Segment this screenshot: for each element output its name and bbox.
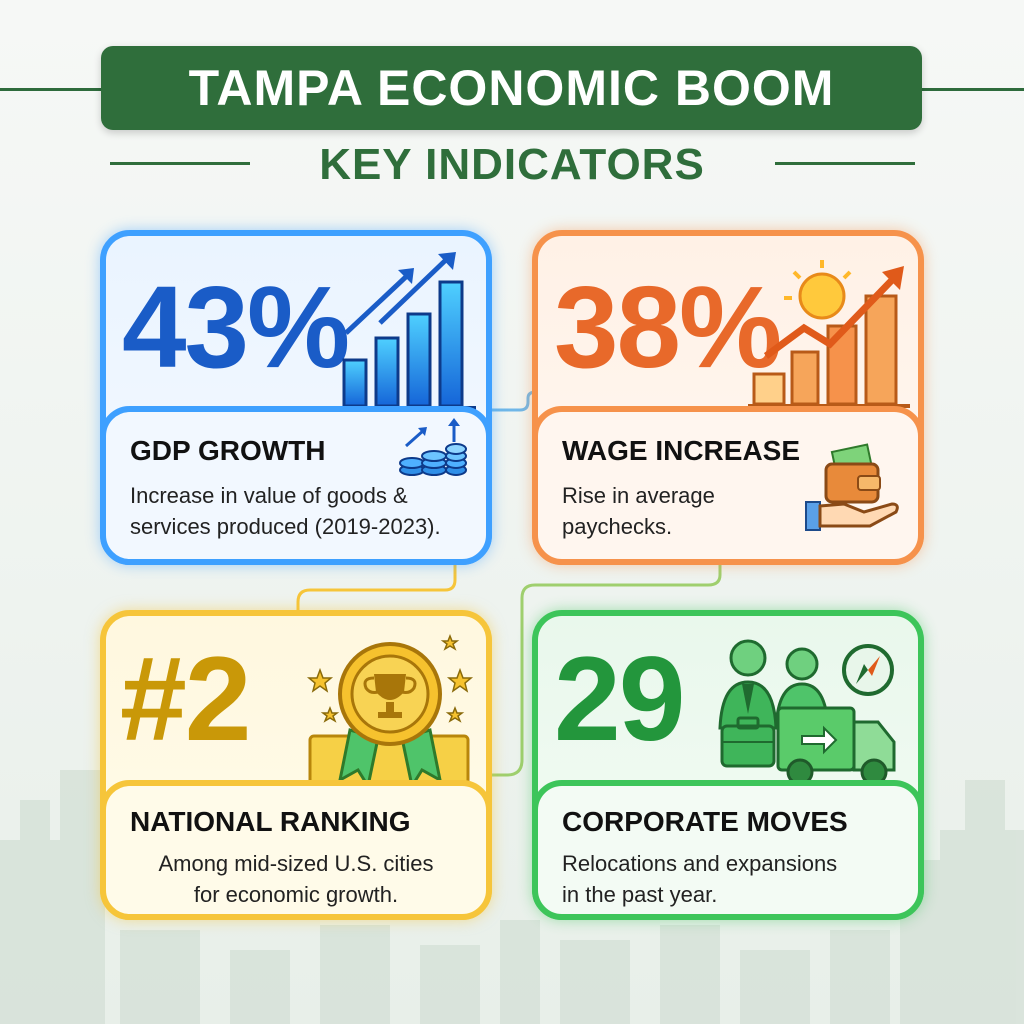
gdp-growth-description-line-2: services produced (2019-2023). [130, 514, 441, 539]
page-title: TAMPA ECONOMIC BOOM [188, 60, 835, 116]
title-banner: TAMPA ECONOMIC BOOM [101, 46, 922, 130]
wage-increase-description-line-2: paychecks. [562, 514, 673, 539]
gdp-growth-card-info [100, 406, 492, 565]
gdp-growth-description-line-1: Increase in value of goods & [130, 483, 408, 508]
corporate-moves-stat: 29 [554, 632, 685, 766]
gdp-growth-card: 43% GDP GROWTH Increase in value of good… [100, 230, 492, 565]
gdp-growth-stat: 43% [122, 262, 350, 392]
gdp-growth-label: GDP GROWTH [130, 435, 326, 466]
wage-increase-description-line-1: Rise in average [562, 483, 715, 508]
gdp-growth-description: Increase in value of goods & services pr… [130, 480, 441, 542]
wallet-hand-icon [805, 443, 899, 531]
corporate-moves-card: 29 CORPORATE MOVES Relocations and expan… [532, 610, 924, 920]
subtitle-right-rule [775, 162, 915, 165]
trophy-medal-icon [306, 633, 474, 790]
corporate-moves-card-info [532, 780, 924, 920]
subtitle-left-rule [110, 162, 250, 165]
corporate-moves-description-line-2: in the past year. [562, 882, 718, 907]
wage-increase-card: 38% WAGE INCREASE Rise in average payche… [532, 230, 924, 565]
rising-bar-chart-icon [340, 252, 476, 410]
national-ranking-description-line-2: for economic growth. [193, 882, 399, 907]
corporate-moves-description-line-1: Relocations and expansions [562, 851, 838, 876]
title-left-rule [0, 88, 101, 91]
wage-increase-stat: 38% [554, 262, 782, 392]
national-ranking-label: NATIONAL RANKING [130, 806, 411, 837]
national-ranking-description: Among mid-sized U.S. cities for economic… [100, 848, 492, 910]
city-growth-sun-icon [748, 260, 910, 408]
corporate-moves-label: CORPORATE MOVES [562, 806, 848, 837]
national-ranking-description-line-1: Among mid-sized U.S. cities [158, 851, 434, 876]
coin-stack-growth-icon [399, 418, 467, 476]
national-ranking-card: #2 NATIONAL RANKING Among mid-sized U.S.… [100, 610, 492, 920]
business-relocation-icon [718, 639, 896, 786]
wage-increase-description: Rise in average paychecks. [562, 480, 715, 542]
corporate-moves-description: Relocations and expansions in the past y… [562, 848, 837, 910]
title-right-rule [922, 88, 1024, 91]
national-ranking-stat: #2 [120, 632, 251, 766]
national-ranking-card-info [100, 780, 492, 920]
page-subtitle: KEY INDICATORS [319, 140, 705, 189]
wage-increase-label: WAGE INCREASE [562, 435, 801, 466]
